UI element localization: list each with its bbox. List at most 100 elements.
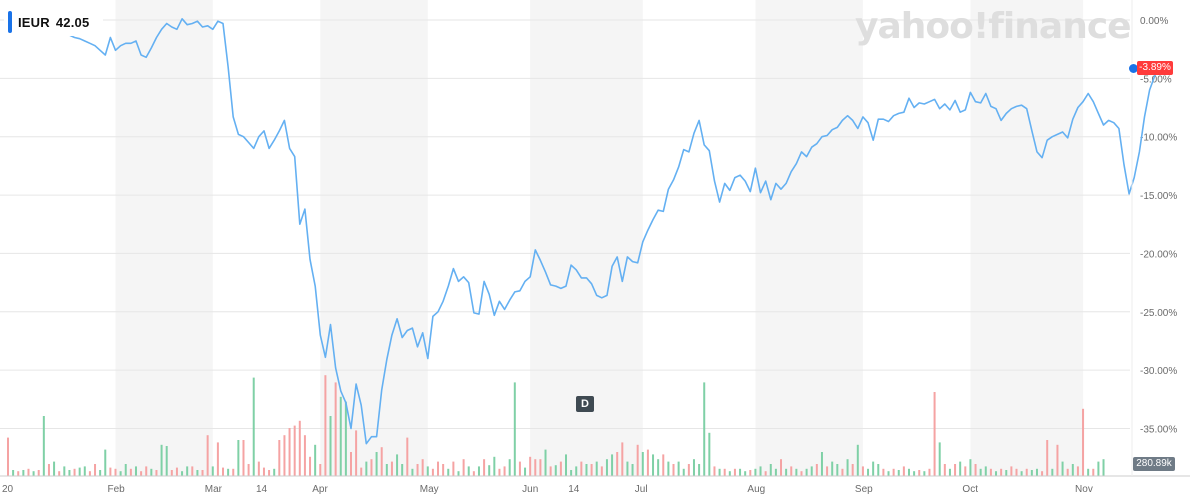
volume-bar	[785, 468, 788, 476]
x-tick-label: Oct	[962, 484, 978, 495]
volume-bar	[1071, 464, 1074, 476]
volume-bar	[247, 464, 250, 476]
ticker-price: 42.05	[55, 14, 90, 30]
volume-bar	[73, 468, 76, 476]
volume-bar	[1025, 468, 1028, 476]
volume-bar	[262, 467, 265, 476]
volume-bar	[1082, 408, 1085, 476]
volume-bar	[626, 461, 629, 476]
volume-bar	[53, 461, 56, 476]
volume-bar	[764, 471, 767, 476]
volume-bar	[339, 396, 342, 476]
volume-bar	[948, 468, 951, 476]
volume-bar	[831, 461, 834, 476]
volume-bar	[938, 442, 941, 476]
volume-bar	[846, 459, 849, 476]
volume-bar	[718, 468, 721, 476]
volume-bar	[83, 466, 86, 476]
volume-bar	[887, 471, 890, 476]
volume-bar	[94, 464, 97, 476]
volume-bar	[513, 382, 516, 476]
volume-bar	[739, 468, 742, 476]
volume-bar	[283, 435, 286, 476]
volume-bar	[191, 466, 194, 476]
volume-bar	[565, 454, 567, 476]
dividend-marker[interactable]: D	[576, 396, 594, 412]
volume-bar	[477, 466, 480, 476]
volume-bar	[303, 435, 306, 476]
volume-bar	[749, 470, 752, 476]
yahoo-finance-logo: yahoo!finance	[855, 6, 1132, 47]
volume-bar	[426, 466, 429, 476]
volume-bar	[22, 470, 25, 476]
volume-bar	[554, 465, 557, 476]
volume-bar	[549, 466, 552, 476]
volume-bar	[1051, 468, 1054, 476]
volume-bar	[1076, 466, 1079, 476]
volume-bar	[984, 466, 987, 476]
volume-bar	[47, 464, 50, 476]
volume-bar	[836, 464, 839, 476]
volume-bar	[703, 382, 706, 476]
volume-bar	[140, 471, 143, 476]
volume-bar	[349, 452, 352, 476]
ticker-label: IEUR 42.05	[18, 15, 95, 30]
volume-bar	[1005, 470, 1008, 476]
volume-bar	[114, 468, 117, 476]
volume-bar	[355, 430, 358, 476]
volume-bar	[524, 467, 527, 476]
volume-bar	[32, 471, 35, 476]
volume-bar	[826, 466, 829, 476]
volume-bar	[488, 465, 491, 476]
y-tick-label: 0.00%	[1140, 16, 1168, 27]
volume-bar	[631, 464, 634, 476]
volume-bar	[954, 464, 957, 476]
volume-bar	[273, 468, 276, 476]
volume-bar	[406, 437, 409, 476]
x-tick-label: May	[420, 484, 439, 495]
ticker-legend[interactable]: IEUR 42.05	[4, 8, 104, 36]
month-band	[115, 0, 213, 476]
volume-bar	[1061, 461, 1064, 476]
volume-bar	[175, 467, 178, 476]
volume-bar	[780, 459, 783, 476]
volume-bar	[774, 468, 777, 476]
volume-bar	[503, 466, 506, 476]
volume-bar	[268, 470, 271, 476]
volume-bar	[810, 466, 813, 476]
volume-bar	[892, 468, 895, 476]
x-tick-label: Apr	[312, 484, 328, 495]
volume-bar	[877, 464, 880, 476]
volume-bar	[907, 468, 910, 476]
volume-bar	[129, 468, 132, 476]
y-tick-label: -5.00%	[1140, 74, 1172, 85]
volume-bar	[216, 442, 219, 476]
volume-bar	[928, 468, 931, 476]
volume-bar	[820, 452, 823, 476]
volume-bar	[959, 461, 962, 476]
volume-bar	[360, 467, 363, 476]
volume-bar	[498, 468, 501, 476]
volume-bar	[590, 464, 593, 476]
volume-bar	[621, 442, 624, 476]
volume-bar	[134, 466, 137, 476]
volume-badge: 280.89k	[1133, 457, 1175, 471]
x-tick-label: Jul	[635, 484, 648, 495]
month-band	[320, 0, 428, 476]
x-tick-label: 14	[568, 484, 580, 495]
x-tick-label: Aug	[747, 484, 765, 495]
volume-bar	[1097, 461, 1100, 476]
volume-bar	[570, 470, 573, 476]
y-tick-label: -20.00%	[1140, 249, 1177, 260]
volume-bar	[1087, 468, 1090, 476]
volume-bar	[421, 459, 424, 476]
volume-bar	[585, 464, 588, 476]
volume-bar	[605, 459, 608, 476]
x-tick-label: Mar	[205, 484, 223, 495]
x-tick-label: Sep	[855, 484, 873, 495]
volume-bar	[667, 461, 670, 476]
volume-bar	[933, 392, 936, 476]
volume-bar	[744, 471, 747, 476]
volume-bar	[544, 449, 547, 476]
